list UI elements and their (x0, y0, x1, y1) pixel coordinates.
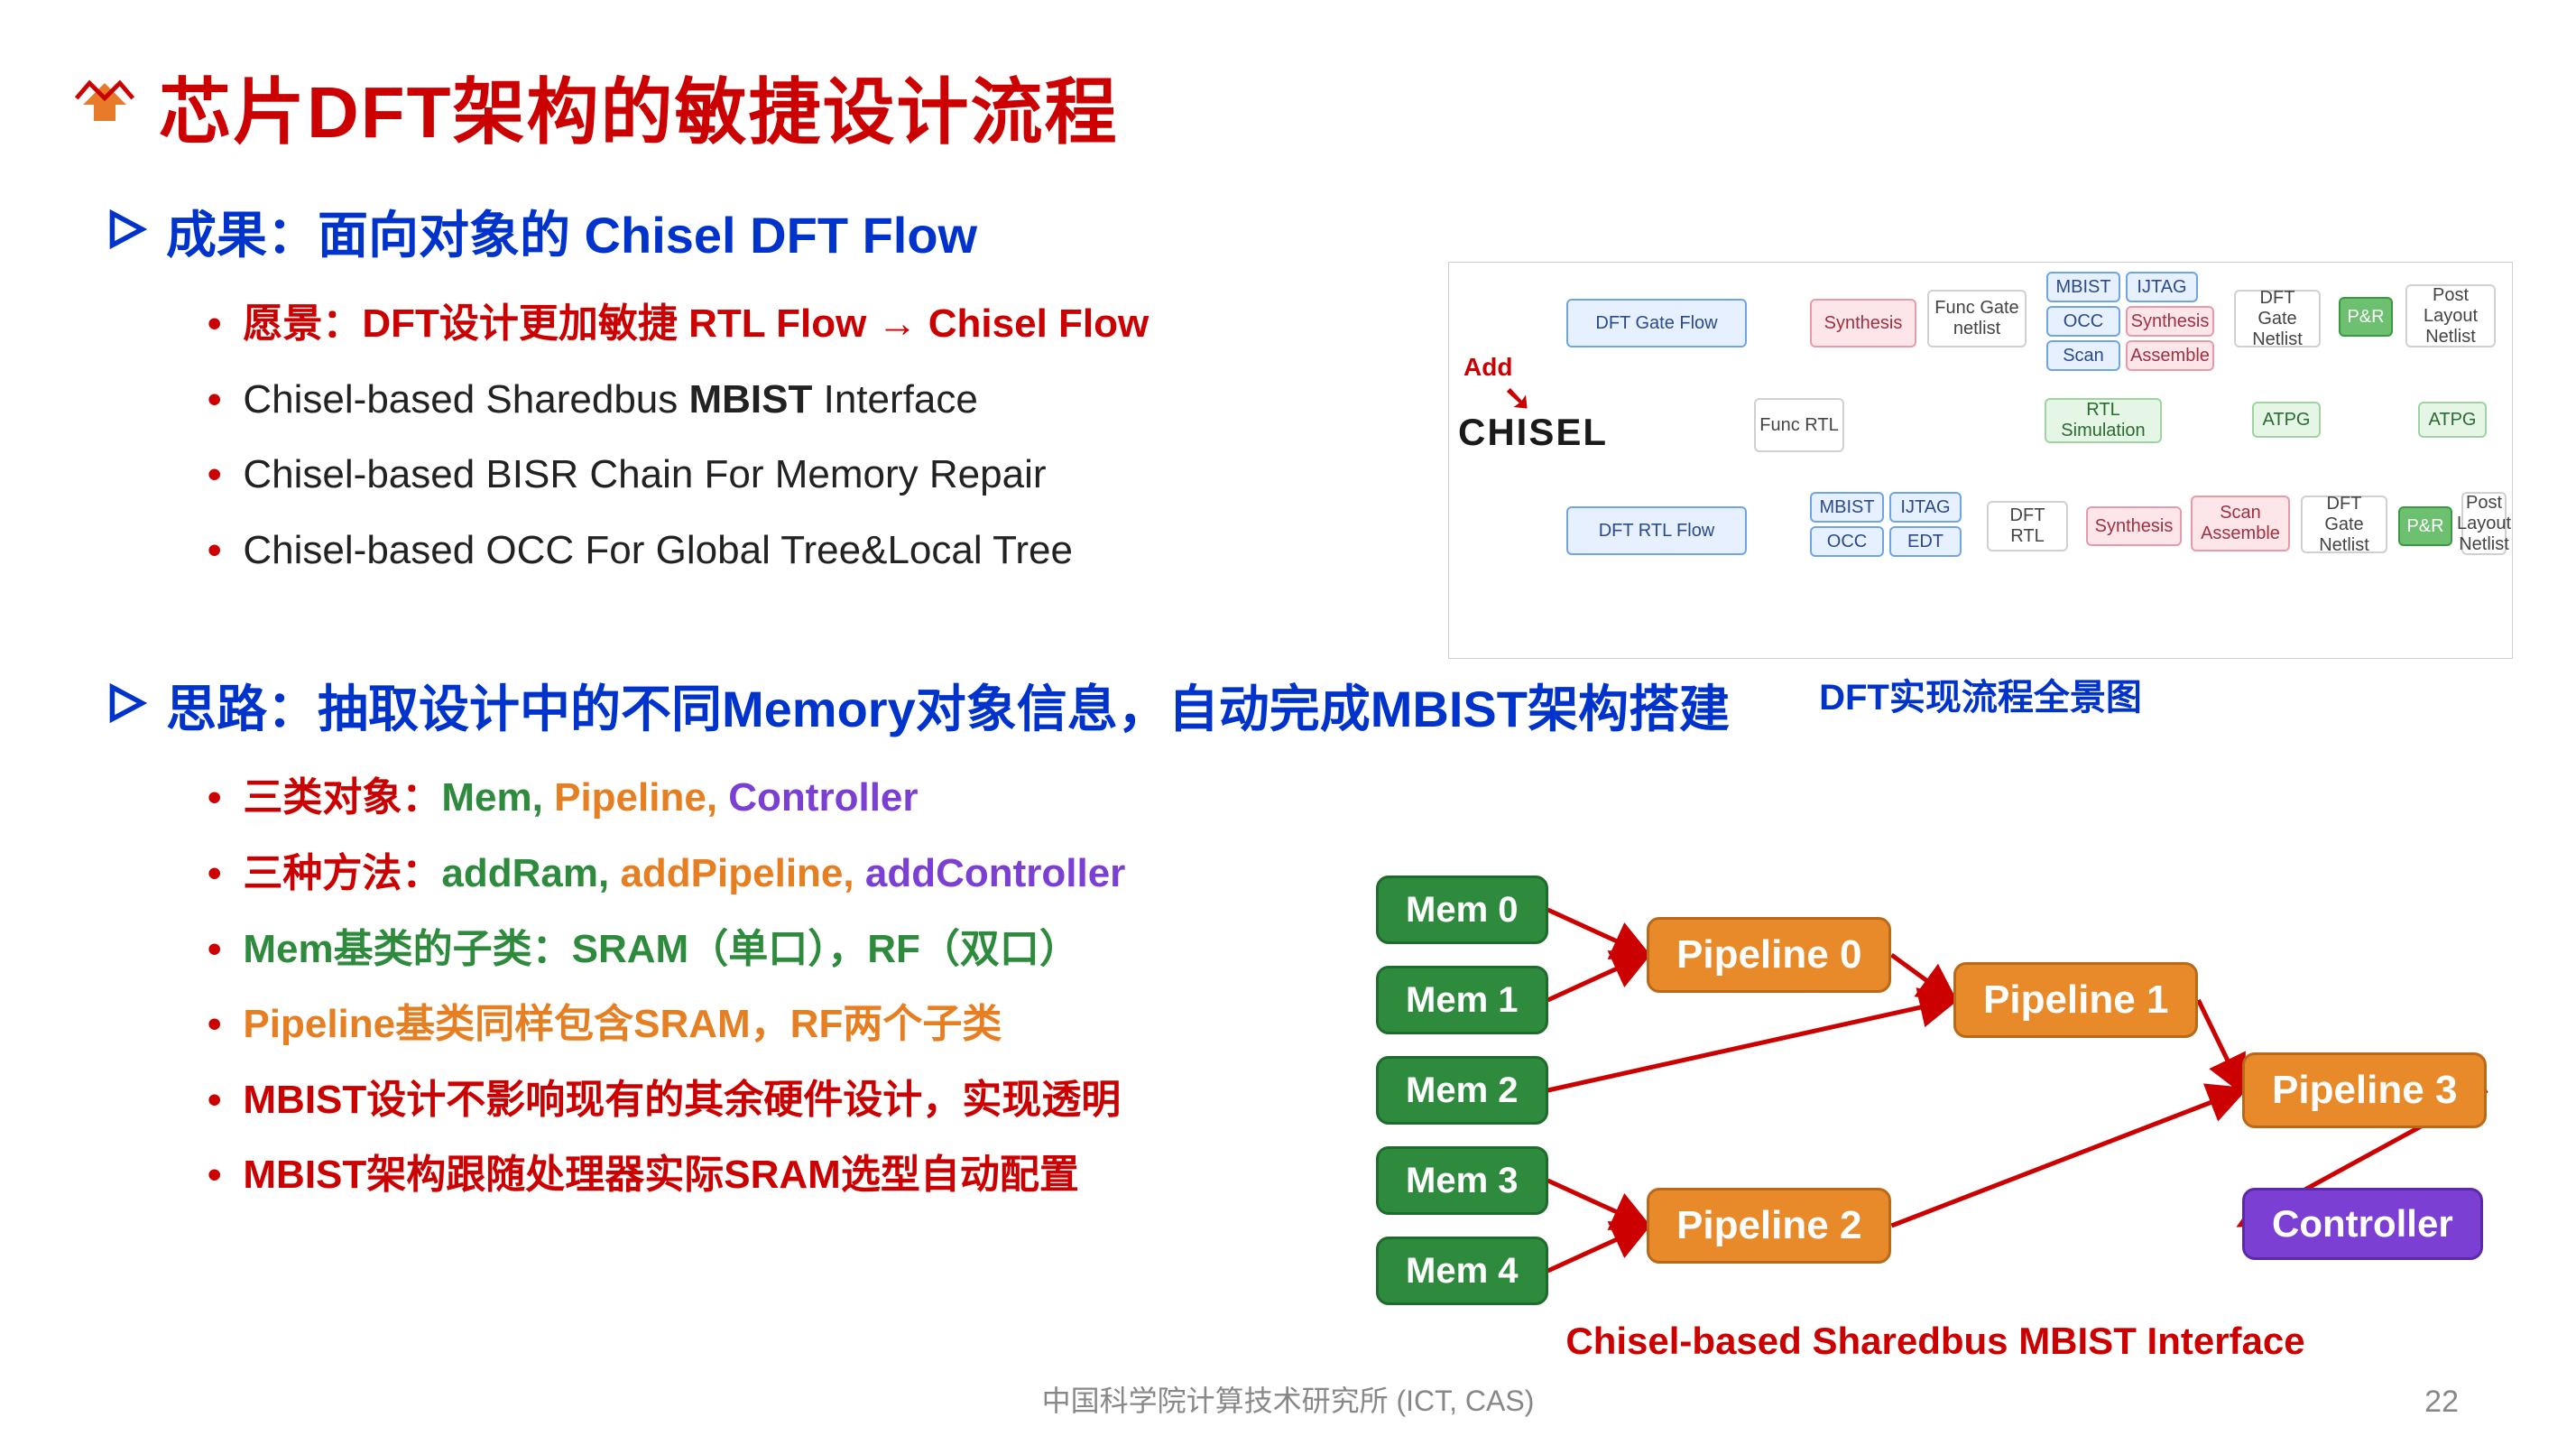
flow-box-dftgn2: DFT Gate Netlist (2301, 496, 2387, 553)
flow-box-mbist2: MBIST (1810, 492, 1884, 523)
flow-box-occ2: OCC (1810, 526, 1884, 557)
bullet-segment: 愿景：DFT设计更加敏捷 RTL Flow → Chisel Flow (243, 301, 1149, 346)
flow-box-par1: P&R (2339, 297, 2393, 337)
bullet-segment: MBIST架构跟随处理器实际SRAM选型自动配置 (243, 1153, 1078, 1197)
section1-heading: 成果：面向对象的 Chisel DFT Flow (166, 195, 977, 268)
flow-box-atpg1: ATPG (2252, 402, 2321, 438)
graph-node-m0: Mem 0 (1376, 875, 1548, 944)
bullet-segment: Chisel-based OCC For Global Tree&Local T… (243, 528, 1073, 572)
graph-node-m2: Mem 2 (1376, 1056, 1548, 1125)
logo-icon (72, 72, 137, 142)
flow-box-synth2: Synthesis (2126, 306, 2214, 337)
bullet-segment: MBIST设计不影响现有的其余硬件设计，实现透明 (243, 1078, 1121, 1122)
flow-box-synth1: Synthesis (1810, 299, 1916, 347)
chisel-logo: CHISEL (1458, 411, 1608, 454)
bullet-segment: Mem基类的子类：SRAM（单口），RF（双口） (243, 927, 1078, 971)
flow-box-par2: P&R (2398, 506, 2452, 546)
graph-node-p0: Pipeline 0 (1647, 917, 1891, 993)
bullet-segment: Controller (728, 775, 918, 820)
graph-node-p3: Pipeline 3 (2242, 1052, 2487, 1128)
bullet-segment: Mem, (441, 775, 554, 820)
flow-box-rtlflow: DFT RTL Flow (1566, 506, 1747, 555)
footer: 中国科学院计算技术研究所 (ICT, CAS) (0, 1378, 2576, 1420)
flow-box-scan2: Scan Assemble (2191, 496, 2290, 551)
flow-box-funcgate: Func Gate netlist (1927, 290, 2027, 347)
bullet-segment: Chisel-based BISR Chain For Memory Repai… (243, 452, 1046, 496)
flow-box-mbist1: MBIST (2046, 272, 2120, 302)
bullet-segment: MBIST (688, 377, 812, 422)
flow-box-dftgn1: DFT Gate Netlist (2234, 290, 2321, 347)
flow-box-funcrtl: Func RTL (1754, 398, 1844, 452)
page-title: 芯片DFT架构的敏捷设计流程 (159, 54, 1119, 159)
graph-node-m1: Mem 1 (1376, 966, 1548, 1034)
flow-box-rtlsim: RTL Simulation (2045, 398, 2162, 443)
chevron-right-icon (108, 683, 148, 727)
bullet-segment: addController (865, 851, 1125, 895)
graph-caption: Chisel-based Sharedbus MBIST Interface (1358, 1320, 2513, 1363)
flow-box-post1: Post Layout Netlist (2405, 284, 2496, 347)
bullet-segment: addPipeline, (620, 851, 864, 895)
flow-box-edt2: EDT (1889, 526, 1962, 557)
flow-box-ijtag2: IJTAG (1889, 492, 1962, 523)
graph-node-ctrl: Controller (2242, 1188, 2483, 1260)
title-row: 芯片DFT架构的敏捷设计流程 (72, 54, 2504, 159)
flow-box-scan1: Scan (2046, 340, 2120, 371)
flow-box-post2: Post Layout Netlist (2461, 492, 2507, 555)
flow-box-ijtag1: IJTAG (2126, 272, 2198, 302)
bullet-segment: Pipeline, (554, 775, 728, 820)
bullet-segment: 三种方法： (243, 851, 441, 895)
section1-heading-row: 成果：面向对象的 Chisel DFT Flow (108, 195, 2504, 268)
graph-node-m3: Mem 3 (1376, 1146, 1548, 1215)
flow-box-synth3: Synthesis (2086, 506, 2182, 546)
graph-node-p2: Pipeline 2 (1647, 1188, 1891, 1264)
graph-node-p1: Pipeline 1 (1953, 962, 2198, 1038)
flow-box-atpg2: ATPG (2418, 402, 2487, 438)
bullet-segment: Interface (812, 377, 977, 422)
flow-box-gateflow: DFT Gate Flow (1566, 299, 1747, 347)
bullet-segment: Pipeline基类同样包含SRAM，RF两个子类 (243, 1002, 1002, 1046)
bullet-segment: 三类对象： (243, 775, 441, 820)
flow-box-dftrtl: DFT RTL (1987, 501, 2068, 551)
page-number: 22 (2424, 1385, 2459, 1420)
bullet-item: 三类对象：Mem, Pipeline, Controller (208, 760, 2504, 836)
chevron-right-icon (108, 209, 148, 254)
bullet-segment: Chisel-based Sharedbus (243, 377, 688, 422)
flow-box-occ1: OCC (2046, 306, 2120, 337)
slide: 芯片DFT架构的敏捷设计流程 成果：面向对象的 Chisel DFT Flow … (0, 0, 2576, 1436)
bullet-segment: addRam, (441, 851, 620, 895)
graph-node-m4: Mem 4 (1376, 1237, 1548, 1305)
flow-caption: DFT实现流程全景图 (1448, 668, 2513, 720)
flow-diagram: Add ➘ CHISEL DFT Gate FlowSynthesisFunc … (1448, 262, 2513, 659)
mbist-graph: Chisel-based Sharedbus MBIST Interface M… (1358, 875, 2513, 1354)
flow-box-asm1: Assemble (2126, 340, 2214, 371)
